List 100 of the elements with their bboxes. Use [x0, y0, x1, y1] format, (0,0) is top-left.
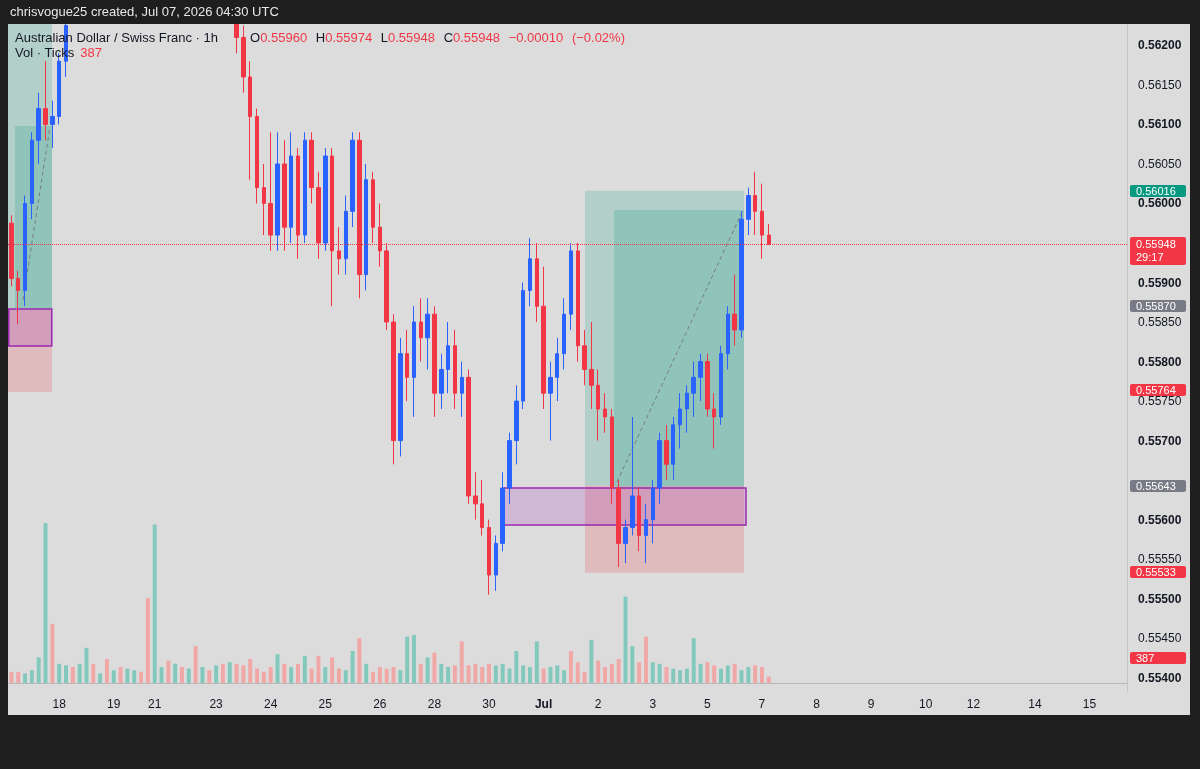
bar	[603, 667, 608, 683]
bar	[343, 670, 348, 683]
y-tick-label: 0.56150	[1138, 77, 1182, 92]
candlestick	[494, 534, 498, 592]
bar	[350, 651, 355, 683]
bar	[57, 663, 62, 683]
bar	[261, 671, 266, 683]
bar	[282, 663, 287, 683]
x-tick-label: Jul	[534, 697, 553, 711]
candlestick	[16, 270, 20, 325]
bar	[357, 638, 362, 683]
bar	[200, 667, 205, 683]
bar	[139, 671, 144, 683]
candlestick	[719, 345, 723, 426]
candlestick	[623, 519, 628, 564]
bar	[650, 662, 655, 683]
candlestick	[630, 416, 635, 536]
candlestick	[23, 195, 27, 307]
y-tick-label: 0.55600	[1138, 512, 1182, 527]
candlestick	[678, 392, 682, 450]
candlestick	[412, 305, 416, 418]
candlestick	[480, 479, 484, 536]
bar	[180, 667, 184, 683]
candlestick	[439, 353, 444, 410]
candlestick	[425, 297, 430, 370]
text: 0.55764	[1136, 383, 1177, 396]
x-tick-label: 3	[649, 697, 657, 711]
candlestick	[500, 471, 505, 552]
bar	[712, 665, 717, 683]
bar	[541, 668, 546, 683]
candlestick	[344, 195, 348, 276]
y-tick-label: 0.55400	[1138, 670, 1182, 685]
x-tick-label: 18	[52, 697, 67, 711]
text: 0.55533	[1136, 566, 1177, 579]
ref-line-label: 0.55948	[1136, 238, 1177, 252]
bar	[91, 663, 96, 683]
candlestick	[30, 131, 34, 220]
candlestick	[255, 108, 259, 204]
bar	[405, 636, 410, 683]
candlestick	[528, 237, 532, 307]
bar	[50, 623, 55, 683]
candlestick	[616, 479, 621, 568]
candlestick	[610, 408, 614, 505]
candlestick	[726, 305, 730, 370]
bar	[480, 667, 485, 683]
candlestick	[712, 392, 716, 450]
bar	[166, 660, 171, 683]
candlestick	[739, 210, 744, 339]
bar	[152, 524, 157, 683]
bar	[64, 665, 68, 683]
bar	[384, 668, 389, 683]
bar	[173, 663, 178, 683]
bar	[596, 660, 601, 683]
bar	[207, 670, 212, 683]
bar	[705, 662, 710, 683]
bar	[562, 670, 567, 683]
candlestick	[603, 392, 607, 434]
x-tick-label: 30	[482, 697, 497, 711]
x-tick-label: 5	[704, 697, 712, 711]
candlestick	[289, 131, 293, 244]
bar	[671, 668, 676, 683]
candlestick	[589, 321, 594, 410]
bar	[214, 665, 219, 683]
bar	[759, 667, 764, 683]
bar	[412, 635, 416, 683]
text: 0.56016	[1136, 184, 1177, 197]
bar	[364, 663, 369, 683]
bar	[616, 659, 621, 683]
candlestick	[562, 297, 566, 370]
text: 387	[1136, 652, 1156, 664]
bar	[500, 663, 505, 683]
y-tick-label: 0.55850	[1138, 315, 1182, 330]
bar	[193, 646, 198, 683]
bar	[330, 657, 335, 683]
candlestick	[36, 92, 41, 165]
candlestick	[275, 131, 280, 252]
bar	[84, 647, 89, 683]
candlestick	[555, 337, 559, 402]
bar	[255, 668, 260, 683]
bar	[643, 636, 648, 683]
candlestick	[541, 266, 546, 410]
candlestick	[43, 60, 48, 141]
candlestick	[746, 187, 751, 236]
candlestick	[569, 242, 573, 331]
candlestick	[705, 353, 710, 418]
text: 29:17	[1136, 251, 1165, 265]
bar	[698, 663, 703, 683]
bar	[398, 670, 403, 683]
bar	[446, 667, 451, 683]
bar	[186, 668, 191, 683]
candlestick	[514, 384, 519, 465]
bar	[753, 665, 758, 683]
bar	[43, 523, 48, 683]
bar	[289, 667, 294, 683]
bar	[296, 663, 300, 683]
candlestick	[419, 297, 423, 363]
bar	[23, 673, 28, 683]
bar	[234, 663, 239, 683]
bar	[459, 641, 464, 683]
candlestick	[732, 274, 737, 347]
